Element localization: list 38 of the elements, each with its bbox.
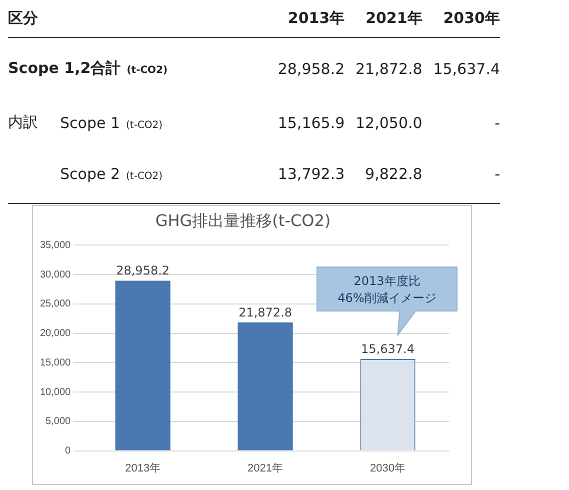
- data-label: 21,872.8: [238, 305, 292, 320]
- category-label: Scope 2: [60, 165, 120, 184]
- annotation: 2013年度比 46%削減イメージ: [338, 274, 436, 305]
- y-tick-label: 30,000: [40, 269, 72, 280]
- text: 15,637.4: [433, 60, 500, 78]
- text: 区分: [8, 0, 267, 38]
- text: 12,050.0: [356, 114, 422, 132]
- data-label: 28,958.2: [116, 264, 170, 278]
- y-tick-label: 15,000: [40, 357, 72, 368]
- text: (t-CO2): [126, 65, 168, 76]
- category-label: 2030年: [422, 0, 500, 38]
- text: 9,822.8: [365, 165, 422, 184]
- x-tick-label: 2030年: [370, 462, 406, 474]
- y-tick-label: 35,000: [40, 240, 72, 251]
- category-label: Scope 1: [60, 114, 120, 132]
- text: 28,958.2: [278, 60, 345, 78]
- y-tick-label: 20,000: [40, 328, 72, 340]
- x-tick-label: 2021年: [248, 462, 284, 474]
- data-label: 15,637.4: [361, 342, 414, 356]
- text: 内訳: [8, 112, 39, 133]
- text: -: [494, 114, 500, 132]
- bar: [238, 322, 293, 450]
- y-tick-label: 5,000: [46, 416, 72, 428]
- x-tick-label: 2013年: [125, 462, 161, 474]
- text: 15,165.9: [278, 114, 345, 132]
- text: (t-CO2): [126, 120, 163, 130]
- chart-title: GHG排出量推移(t-CO2): [155, 210, 331, 230]
- category-label: Scope 1,2合計: [8, 59, 121, 78]
- y-tick-label: 25,000: [40, 298, 72, 310]
- y-tick-label: 0: [65, 446, 72, 457]
- category-label: 2021年: [344, 0, 422, 38]
- text: (t-CO2): [126, 171, 163, 182]
- y-tick-label: 10,000: [40, 386, 72, 398]
- category-label: 2013年: [266, 0, 345, 38]
- text: 21,872.8: [356, 60, 422, 78]
- bar: [115, 280, 170, 450]
- text: -: [494, 165, 500, 184]
- text: 13,792.3: [278, 165, 345, 184]
